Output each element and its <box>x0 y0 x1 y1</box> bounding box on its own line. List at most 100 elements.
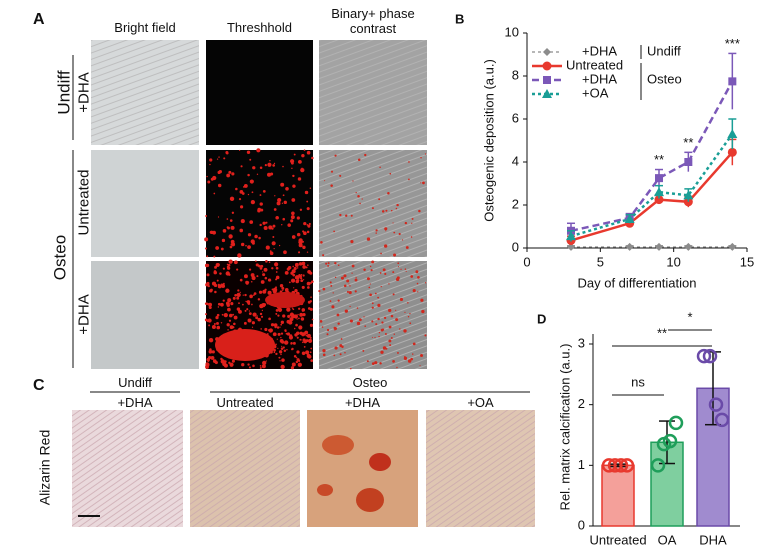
signal-dot <box>306 281 311 286</box>
signal-dot <box>238 309 242 314</box>
signal-dot <box>262 190 266 193</box>
data-point <box>654 187 664 197</box>
signal-dot <box>216 158 219 160</box>
panel-label: B <box>455 11 464 26</box>
signal-dot <box>272 287 278 292</box>
overlay-dot <box>329 300 332 302</box>
overlay-dot <box>374 336 376 339</box>
y-tick-label: 4 <box>512 153 519 168</box>
signal-dot <box>228 313 233 318</box>
signal-dot <box>211 281 217 286</box>
signal-dot <box>260 315 264 318</box>
row-label: +DHA <box>75 72 93 113</box>
overlay-dot <box>356 321 361 326</box>
signal-dot <box>241 363 245 367</box>
overlay-dot <box>384 272 387 276</box>
signal-dot <box>268 225 273 230</box>
signal-dot <box>279 360 281 362</box>
signal-dot <box>208 302 213 307</box>
data-point <box>708 397 724 412</box>
bar <box>601 464 635 527</box>
overlay-dot <box>330 284 333 287</box>
signal-dot <box>238 302 240 305</box>
overlay-dot <box>327 262 330 265</box>
signal-dot <box>306 333 311 338</box>
overlay-dot <box>349 319 353 323</box>
signal-dot <box>222 282 225 285</box>
signal-dot <box>253 292 257 295</box>
signal-dot <box>278 350 283 354</box>
signal-dot <box>286 332 291 336</box>
overlay-dot <box>401 239 404 241</box>
signal-dot <box>225 271 230 276</box>
signal-dot <box>217 306 220 308</box>
signal-dot <box>256 275 259 278</box>
y-tick-label: 6 <box>512 110 519 125</box>
signal-dot <box>301 285 305 289</box>
overlay-dot <box>333 354 336 357</box>
signal-dot <box>248 366 251 369</box>
column-header: +OA <box>467 395 494 410</box>
x-tick-label: 15 <box>740 254 754 269</box>
signal-dot <box>306 207 310 211</box>
signal-dot <box>259 194 262 197</box>
overlay-dot <box>344 309 348 313</box>
overlay-dot <box>397 262 400 265</box>
signal-dot <box>220 283 224 287</box>
overlay-dot <box>381 210 385 213</box>
signal-dot <box>227 298 232 303</box>
signal-dot <box>227 307 231 312</box>
x-tick-label: 10 <box>666 254 680 269</box>
stain-blob <box>369 453 391 471</box>
signal-dot <box>296 216 300 220</box>
signal-dot <box>259 365 262 367</box>
signal-dot <box>216 325 221 330</box>
signal-dot <box>286 307 291 312</box>
overlay-dot <box>385 230 387 232</box>
signal-dot <box>220 322 223 324</box>
overlay-dot <box>397 266 400 268</box>
overlay-dot <box>393 333 395 335</box>
signal-dot <box>225 150 229 155</box>
overlay-dot <box>326 333 329 336</box>
signal-dot <box>229 219 233 222</box>
signal-dot <box>278 244 281 247</box>
signal-dot <box>278 356 281 359</box>
signal-dot <box>303 149 306 151</box>
series-line <box>570 80 734 233</box>
signal-dot <box>264 276 268 280</box>
data-point <box>566 231 576 241</box>
signal-dot <box>219 272 222 275</box>
signal-dot <box>294 333 298 337</box>
stain-blob <box>322 435 354 455</box>
signal-dot <box>226 303 230 307</box>
y-tick-label: 3 <box>578 335 585 350</box>
data-point <box>668 415 684 431</box>
signal-dot <box>236 307 241 311</box>
signal-dot <box>264 327 268 332</box>
column-header: +DHA <box>117 395 153 410</box>
signal-dot <box>228 361 231 365</box>
overlay-dot <box>393 253 397 257</box>
row-group-label: Osteo <box>50 234 70 281</box>
overlay-dot <box>329 281 332 284</box>
legend-marker <box>543 76 551 84</box>
x-tick-label: OA <box>658 532 677 547</box>
signal-dot <box>248 312 252 316</box>
overlay-dot <box>408 178 410 181</box>
signal-dot <box>310 359 314 362</box>
signal-dot <box>292 265 295 268</box>
signal-dot <box>208 355 212 360</box>
signal-dot <box>208 305 212 310</box>
overlay-dot <box>355 191 357 194</box>
signal-dot <box>305 334 308 337</box>
signal-dot <box>279 339 284 343</box>
column-header: Untreated <box>216 395 274 410</box>
overlay-dot <box>397 351 399 354</box>
y-tick-label: 2 <box>578 396 585 411</box>
overlay-dot <box>420 298 424 302</box>
signal-dot <box>295 279 300 284</box>
signal-dot <box>298 161 301 164</box>
overlay-dot <box>420 182 422 184</box>
signal-dot <box>283 200 288 205</box>
